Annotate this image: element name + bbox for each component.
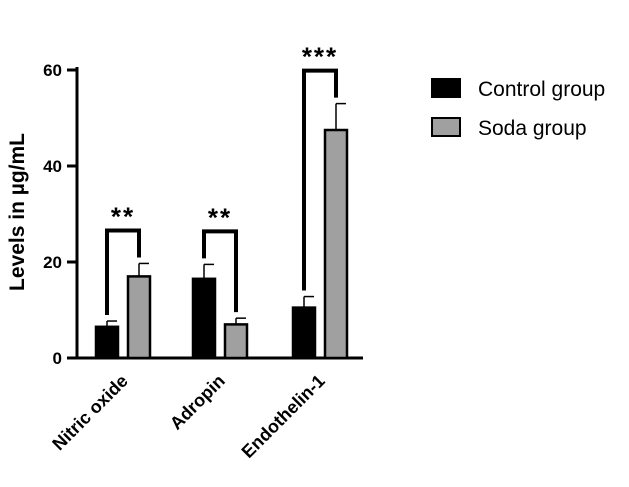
significance-bracket (105, 228, 141, 316)
significance-label: ** (208, 202, 232, 232)
y-tick-label: 0 (53, 349, 62, 368)
legend-label-soda: Soda group (478, 117, 587, 140)
y-ticks: 0 20 40 60 (43, 61, 77, 368)
bar-soda (323, 128, 349, 360)
bar-soda (126, 275, 152, 360)
bar-soda (223, 323, 249, 360)
y-tick-label: 60 (43, 61, 62, 80)
y-tick-label: 20 (43, 253, 62, 272)
y-axis-label: Levels in µg/mL (6, 133, 29, 291)
bars (94, 102, 349, 360)
significance-label: ** (111, 201, 135, 231)
category-label: Nitric oxide (48, 371, 131, 454)
bar-control (291, 306, 317, 360)
category-labels: Nitric oxide Adropin Endothelin-1 (48, 371, 328, 462)
legend-label-control: Control group (478, 78, 605, 101)
bar-control (94, 325, 120, 360)
legend-swatch-control (431, 78, 461, 98)
legend: Control group Soda group (431, 78, 605, 140)
category-label: Adropin (166, 371, 229, 434)
significance-bracket (202, 229, 238, 313)
bar-control (191, 277, 217, 360)
legend-swatch-soda (431, 117, 461, 137)
category-label: Endothelin-1 (238, 371, 329, 462)
significance-bracket (302, 68, 338, 291)
y-tick-label: 40 (43, 157, 62, 176)
significance-label: *** (302, 42, 338, 72)
significance-brackets: ** ***** (105, 42, 338, 316)
